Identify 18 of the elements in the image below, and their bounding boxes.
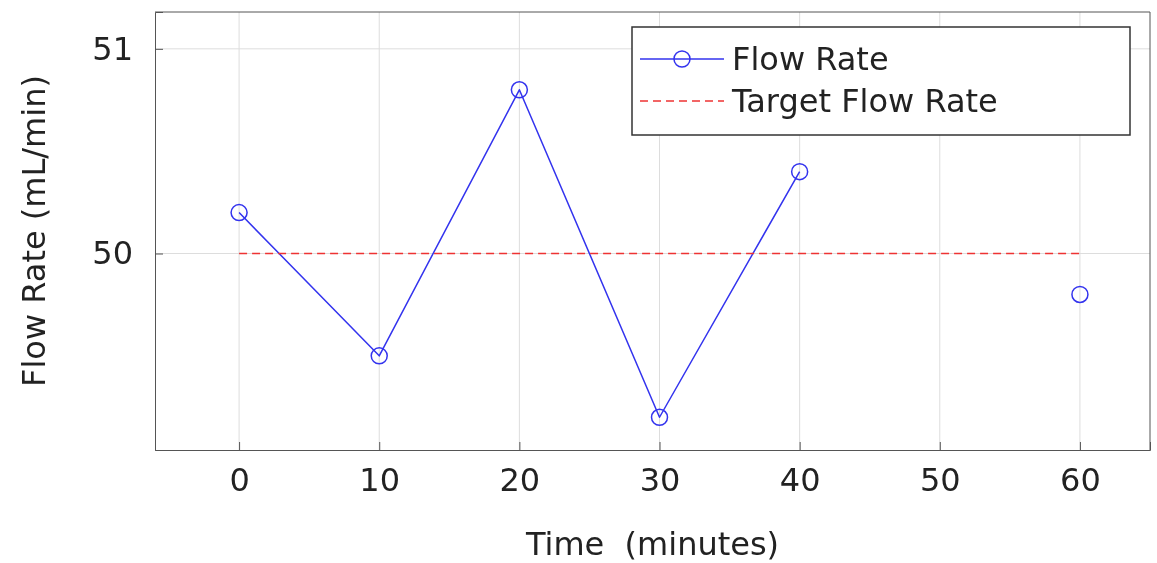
- point: [790, 162, 809, 181]
- point: [650, 408, 669, 426]
- point: [370, 347, 388, 365]
- x-tick-label: 30: [639, 460, 681, 499]
- x-axis-title: Time (minutes): [524, 525, 780, 563]
- x-tick-label: 40: [779, 460, 821, 499]
- point: [510, 81, 529, 99]
- y-tick-label: 51: [92, 29, 133, 68]
- legend-label: Target Flow Rate: [731, 82, 998, 120]
- y-axis-title: Flow Rate (mL/min): [15, 75, 53, 387]
- x-tick-label: 20: [499, 460, 541, 499]
- x-tick-label: 10: [359, 460, 401, 499]
- legend-label: Flow Rate: [732, 40, 889, 78]
- x-tick-label: 60: [1060, 460, 1101, 499]
- x-tick-label: 0: [229, 460, 250, 499]
- x-tick-label: 50: [919, 460, 961, 499]
- point: [1071, 285, 1089, 304]
- point: [230, 203, 248, 222]
